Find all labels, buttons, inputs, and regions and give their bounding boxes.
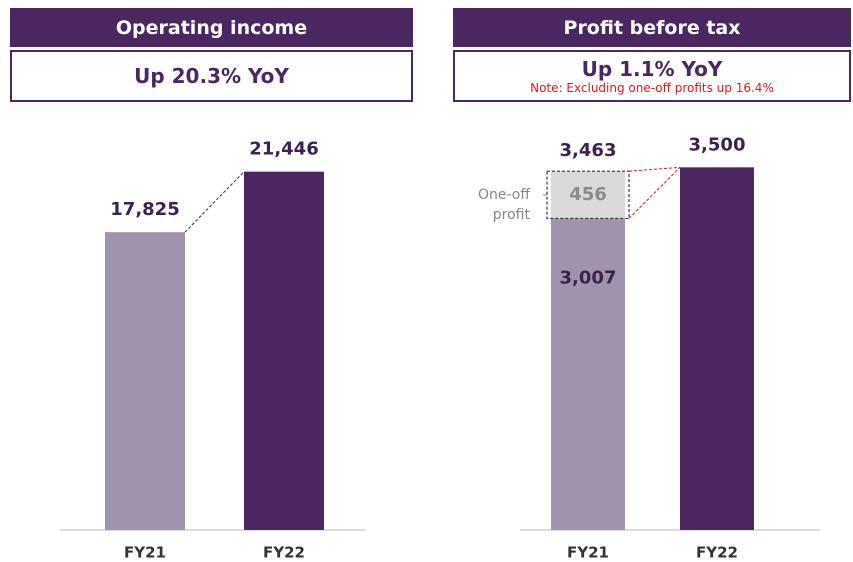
legend-label: One-off profit	[477, 187, 530, 223]
panel-title: Profit before tax	[453, 8, 851, 47]
bar-segment	[680, 167, 754, 530]
data-label: 3,500	[689, 134, 746, 155]
data-label: 17,825	[110, 199, 179, 220]
bar-segment	[551, 218, 625, 530]
x-tick-label: FY21	[124, 544, 166, 562]
data-label: 21,446	[249, 139, 318, 160]
panel-subtitle: Up 20.3% YoY	[10, 50, 413, 102]
x-tick-label: FY22	[696, 544, 738, 562]
bar	[105, 232, 185, 531]
subtitle-text: Up 1.1% YoY	[581, 57, 723, 81]
bar-segment	[551, 171, 625, 219]
data-label: 3,007	[560, 267, 617, 288]
x-tick-label: FY22	[263, 544, 305, 562]
connector	[628, 166, 681, 172]
connector	[628, 166, 681, 219]
x-tick-label: FY21	[567, 544, 609, 562]
connector	[184, 171, 245, 233]
total-label: 3,463	[560, 140, 617, 161]
panel-title: Operating income	[10, 8, 413, 47]
note: Note: Excluding one-off profits up 16.4%	[530, 81, 774, 95]
subtitle-text: Up 20.3% YoY	[134, 64, 289, 88]
data-label: 456	[569, 184, 607, 205]
bar	[244, 171, 324, 530]
panel-subtitle: Up 1.1% YoY Note: Excluding one-off prof…	[453, 50, 851, 102]
segment-outline	[546, 170, 630, 220]
